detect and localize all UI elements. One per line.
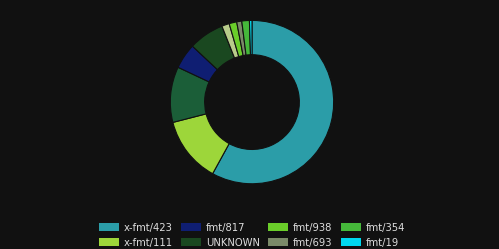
Legend: x-fmt/423, x-fmt/111, fmt/101, fmt/817, UNKNOWN, fmt/95, fmt/938, fmt/693, fmt/3: x-fmt/423, x-fmt/111, fmt/101, fmt/817, … xyxy=(97,221,407,249)
Wedge shape xyxy=(242,20,250,55)
Wedge shape xyxy=(229,22,243,57)
Wedge shape xyxy=(222,24,239,58)
Wedge shape xyxy=(237,21,246,56)
Wedge shape xyxy=(213,20,334,184)
Wedge shape xyxy=(193,26,235,70)
Wedge shape xyxy=(178,46,218,82)
Wedge shape xyxy=(250,20,252,55)
Wedge shape xyxy=(170,67,209,123)
Wedge shape xyxy=(173,114,229,174)
